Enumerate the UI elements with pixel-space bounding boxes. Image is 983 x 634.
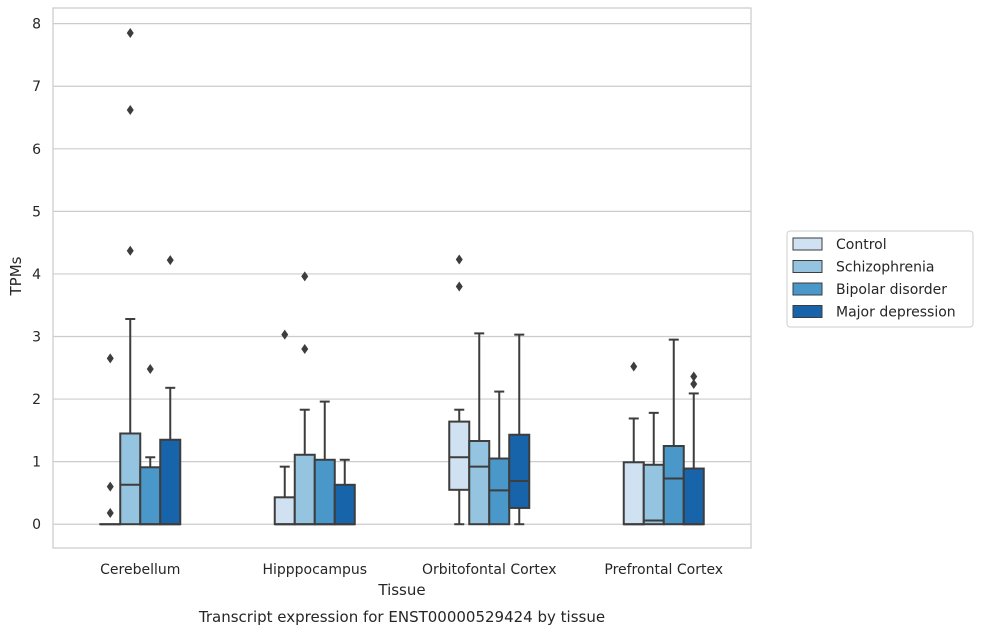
y-tick-label: 8 [32,17,41,33]
outlier-point [455,254,463,265]
legend-swatch [792,237,823,251]
box-group [313,400,336,526]
y-tick-label: 3 [32,330,41,346]
legend-swatch [792,282,823,296]
x-tick-label: Hipppocampus [262,562,367,578]
box [139,466,162,526]
y-tick-label: 2 [32,392,41,408]
grid-lines [53,23,751,525]
box [333,483,356,526]
y-tick-label: 6 [32,142,41,158]
outlier-point [301,271,309,282]
legend: Control Schizophrenia Bipolar disorder Majo… [786,230,974,328]
outlier-point [106,481,114,492]
box [642,463,665,526]
box-group [468,332,491,526]
y-tick-label: 1 [32,455,41,471]
outlier-point [301,344,309,355]
legend-frame [786,230,974,328]
y-tick-label: 5 [32,204,41,220]
y-tick-label: 4 [32,267,41,283]
legend-label: Schizophrenia [836,260,934,276]
outlier-point [106,353,114,364]
box [468,440,491,526]
box [682,467,705,526]
legend-swatch [792,260,823,273]
x-tick-label: Prefrontal Cortex [604,562,723,578]
y-axis-label: TPMs [7,256,25,296]
box-group [293,271,316,526]
box-group [119,28,142,526]
box-group [448,254,471,526]
chart-caption: Transcript expression for ENST0000052942… [198,608,605,626]
x-tick-label: Orbitofontal Cortex [422,562,557,578]
box [622,461,645,526]
outlier-point [630,361,638,372]
box-group [139,364,162,526]
box-group [159,255,182,526]
box-group [642,411,665,526]
outlier-point [126,28,134,39]
box [313,458,336,526]
y-tick-label: 7 [32,79,41,95]
box [159,438,182,526]
box-group [682,371,705,526]
x-axis-label: Tissue [377,581,425,599]
outlier-point [690,371,698,382]
y-tick-label: 0 [32,517,41,533]
box-group [99,353,122,526]
box-group [508,333,531,526]
box-group [488,390,511,526]
outlier-point [146,364,154,375]
outlier-point [126,104,134,115]
legend-label: Control [836,237,887,253]
legend-label: Major depression [836,305,956,321]
x-tick-labels: Cerebellum Hipppocampus Orbitofontal Corte… [100,562,723,578]
outlier-point [166,255,174,266]
outlier-point [126,245,134,256]
box [273,496,296,526]
outlier-point [690,379,698,390]
box-group [333,458,356,526]
box-group [622,361,645,526]
box [119,432,142,526]
outlier-point [281,329,289,340]
box [508,433,531,509]
outlier-point [106,507,114,518]
box-plots [99,28,705,526]
outlier-point [455,281,463,292]
legend-label: Bipolar disorder [836,282,947,298]
x-tick-label: Cerebellum [100,562,180,578]
legend-items: Control Schizophrenia Bipolar disorder Majo… [792,237,956,321]
box-group [662,338,685,526]
box-group [273,329,296,526]
legend-swatch [792,305,823,318]
box [293,453,316,526]
box [662,445,685,526]
y-tick-labels: 0 1 2 3 4 5 6 7 8 [32,17,41,534]
plot-frame [52,7,752,549]
box [448,420,471,491]
